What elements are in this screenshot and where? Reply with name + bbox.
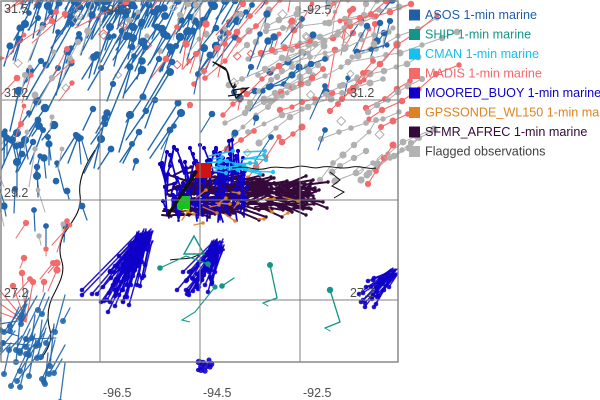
svg-text:-94.5: -94.5 [103,3,132,17]
svg-text:-92.5: -92.5 [303,386,332,400]
svg-text:-92.5: -92.5 [303,3,332,17]
svg-text:MOORED_BUOY 1-min marine: MOORED_BUOY 1-min marine [425,86,600,100]
svg-text:31.5: 31.5 [4,2,28,16]
svg-text:SHIP 1-min marine: SHIP 1-min marine [425,28,531,42]
svg-text:MADIS 1-min marine: MADIS 1-min marine [425,67,542,81]
svg-text:31.2: 31.2 [350,86,374,100]
svg-text:29.2: 29.2 [4,186,28,200]
svg-text:31.2: 31.2 [4,86,28,100]
svg-text:GPSSONDE_WL150 1-min mar: GPSSONDE_WL150 1-min mar [425,106,600,120]
svg-text:SFMR_AFREC 1-min marine: SFMR_AFREC 1-min marine [425,125,587,139]
svg-text:CMAN 1-min marine: CMAN 1-min marine [425,47,539,61]
svg-text:-96.5: -96.5 [103,386,132,400]
svg-text:ASOS 1-min marine: ASOS 1-min marine [425,8,537,22]
svg-text:27.2: 27.2 [4,286,28,300]
svg-text:-94.5: -94.5 [203,386,232,400]
svg-text:Flagged observations: Flagged observations [425,145,545,159]
svg-text:27.2: 27.2 [350,286,374,300]
